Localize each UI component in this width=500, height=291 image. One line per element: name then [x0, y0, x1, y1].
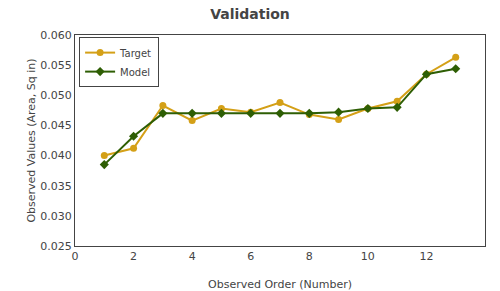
svg-text:8: 8	[306, 250, 313, 263]
svg-text:Model: Model	[120, 67, 150, 78]
svg-text:Observed Values (Area, Sq in): Observed Values (Area, Sq in)	[25, 58, 38, 222]
svg-text:Target: Target	[119, 48, 151, 59]
svg-text:6: 6	[247, 250, 254, 263]
svg-text:0.055: 0.055	[40, 59, 72, 72]
svg-text:0.045: 0.045	[40, 119, 72, 132]
svg-text:0.030: 0.030	[40, 210, 72, 223]
svg-text:0.025: 0.025	[40, 240, 72, 253]
svg-text:0.035: 0.035	[40, 180, 72, 193]
svg-text:0.060: 0.060	[40, 29, 72, 42]
svg-text:4: 4	[189, 250, 196, 263]
svg-text:0.050: 0.050	[40, 89, 72, 102]
svg-text:Validation: Validation	[210, 6, 290, 22]
svg-text:0.040: 0.040	[40, 149, 72, 162]
svg-text:2: 2	[130, 250, 137, 263]
svg-text:0: 0	[72, 250, 79, 263]
svg-text:10: 10	[361, 250, 375, 263]
svg-text:Observed Order (Number): Observed Order (Number)	[208, 278, 352, 291]
svg-text:12: 12	[419, 250, 433, 263]
